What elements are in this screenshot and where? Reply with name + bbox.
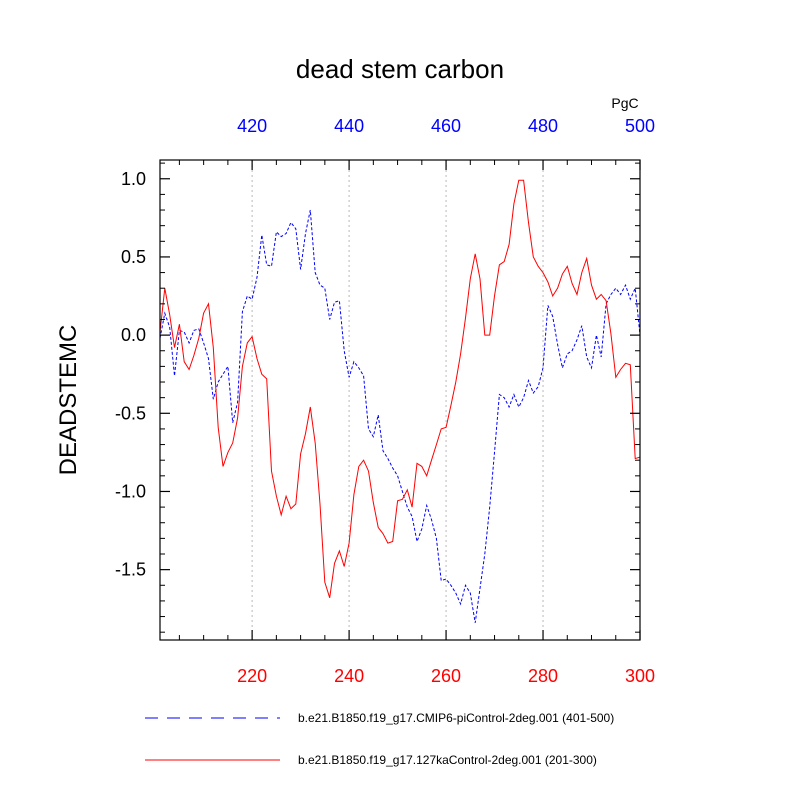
gridlines xyxy=(251,160,544,640)
y-tick-label: -0.5 xyxy=(115,403,146,423)
y-axis-label: DEADSTEMC xyxy=(55,325,82,476)
legend-label-1: b.e21.B1850.f19_g17.CMIP6-piControl-2deg… xyxy=(298,711,614,725)
legend: b.e21.B1850.f19_g17.CMIP6-piControl-2deg… xyxy=(145,711,614,767)
x-top-tick-label: 420 xyxy=(237,116,267,136)
y-tick-label: -1.5 xyxy=(115,560,146,580)
x-top-tick-label: 440 xyxy=(334,116,364,136)
plot-frame xyxy=(159,159,641,641)
y-tick-label: 0.0 xyxy=(121,325,146,345)
axes: 1.0 0.5 0.0 -0.5 -1.0 -1.5 220 240 260 280 300 420 4… xyxy=(115,116,655,686)
x-bottom-tick-label: 240 xyxy=(334,666,364,686)
chart-title: dead stem carbon xyxy=(296,54,504,84)
y-tick-label: 0.5 xyxy=(121,247,146,267)
legend-label-2: b.e21.B1850.f19_g17.127kaControl-2deg.00… xyxy=(298,753,597,767)
y-tick-label: 1.0 xyxy=(121,169,146,189)
series-lines xyxy=(159,179,641,623)
y-tick-label: -1.0 xyxy=(115,481,146,501)
units-label: PgC xyxy=(611,95,638,111)
series-line-1 xyxy=(159,209,641,623)
x-bottom-tick-label: 260 xyxy=(431,666,461,686)
x-bottom-tick-label: 300 xyxy=(625,666,655,686)
series-line-2 xyxy=(159,179,641,598)
x-top-tick-label: 480 xyxy=(528,116,558,136)
x-bottom-tick-label: 220 xyxy=(237,666,267,686)
x-top-tick-label: 460 xyxy=(431,116,461,136)
x-bottom-tick-label: 280 xyxy=(528,666,558,686)
x-top-tick-label: 500 xyxy=(625,116,655,136)
